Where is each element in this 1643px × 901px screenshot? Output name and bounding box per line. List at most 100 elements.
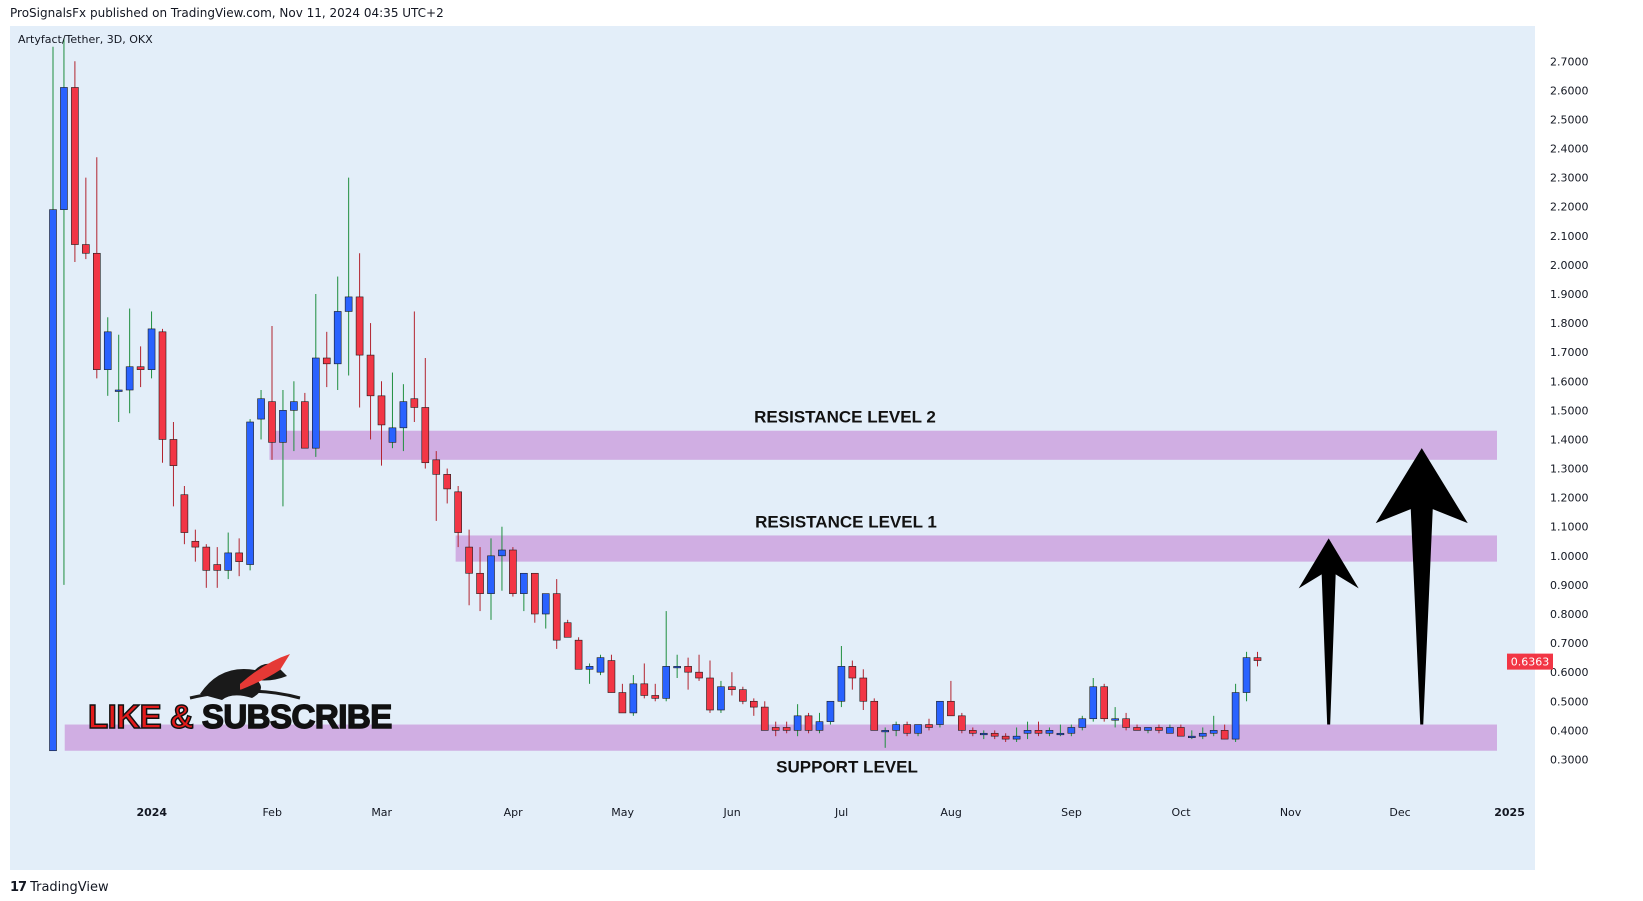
candle-body bbox=[246, 421, 254, 565]
candle-body bbox=[990, 732, 999, 737]
candle-body bbox=[848, 666, 857, 679]
candle-body bbox=[377, 395, 386, 426]
candle-body bbox=[1001, 735, 1010, 740]
candle-body bbox=[629, 683, 638, 714]
y-tick-label: 1.0000 bbox=[1550, 550, 1589, 563]
x-tick-label: Nov bbox=[1280, 806, 1302, 819]
y-tick-label: 2.1000 bbox=[1550, 230, 1589, 243]
candle-body bbox=[717, 686, 725, 711]
candle-body bbox=[103, 331, 112, 370]
y-tick-label: 2.0000 bbox=[1550, 259, 1589, 272]
candle-body bbox=[1045, 730, 1054, 734]
candle-body bbox=[202, 546, 211, 571]
candle-body bbox=[728, 686, 736, 690]
candle-body bbox=[640, 683, 649, 696]
x-tick-label: Mar bbox=[371, 806, 392, 819]
zone-label-0: RESISTANCE LEVEL 2 bbox=[754, 408, 936, 427]
candle-body bbox=[421, 407, 430, 464]
candle-body bbox=[870, 700, 879, 731]
candle-body bbox=[662, 666, 671, 699]
up-arrow-1 bbox=[1375, 448, 1468, 725]
candle-body bbox=[498, 549, 506, 557]
candle-body bbox=[476, 572, 484, 594]
candle-body bbox=[279, 410, 287, 443]
like-subscribe-text: LIKE & SUBSCRIBE bbox=[88, 698, 392, 735]
price-scale[interactable] bbox=[1535, 26, 1643, 870]
candle-body bbox=[257, 398, 265, 420]
candle-body bbox=[224, 552, 232, 571]
candle-body bbox=[541, 593, 550, 615]
x-tick-label: Jul bbox=[834, 806, 848, 819]
candle-body bbox=[235, 552, 243, 562]
y-tick-label: 0.9000 bbox=[1550, 579, 1589, 592]
candle-body bbox=[739, 689, 747, 702]
candle-body bbox=[432, 459, 441, 475]
candle-body bbox=[125, 366, 134, 391]
candle-body bbox=[979, 732, 988, 736]
x-tick-label: Aug bbox=[940, 806, 961, 819]
candle-body bbox=[618, 692, 627, 714]
candle-body bbox=[1133, 727, 1141, 731]
candle-body bbox=[673, 666, 681, 669]
x-tick-label: Jun bbox=[723, 806, 741, 819]
candle-body bbox=[1067, 727, 1076, 734]
tradingview-footer[interactable]: 17 TradingView bbox=[10, 880, 109, 895]
y-tick-label: 1.8000 bbox=[1550, 317, 1589, 330]
y-tick-label: 0.7000 bbox=[1550, 637, 1589, 650]
zone-2 bbox=[64, 724, 1498, 751]
up-arrow-0 bbox=[1298, 538, 1359, 725]
candle-body bbox=[71, 87, 79, 245]
x-tick-label: Feb bbox=[262, 806, 281, 819]
candle-body bbox=[1089, 686, 1098, 720]
candle-body bbox=[771, 727, 780, 731]
candle-body bbox=[684, 666, 692, 673]
y-tick-label: 1.4000 bbox=[1550, 433, 1589, 446]
candle-body bbox=[136, 366, 145, 370]
chart-area[interactable]: RESISTANCE LEVEL 2 RESISTANCE LEVEL 1 SUPP… bbox=[10, 26, 1643, 870]
publish-header: ProSignalsFx published on TradingView.co… bbox=[10, 6, 444, 20]
y-tick-label: 0.3000 bbox=[1550, 753, 1589, 766]
x-tick-label: Sep bbox=[1061, 806, 1082, 819]
candle-body bbox=[158, 331, 167, 440]
candle-body bbox=[749, 700, 758, 708]
candle-body bbox=[1177, 727, 1185, 737]
candle-body bbox=[1100, 686, 1108, 720]
candle-body bbox=[180, 494, 189, 533]
candle-body bbox=[607, 660, 616, 693]
candle-body bbox=[1144, 727, 1152, 731]
candle-body bbox=[60, 87, 68, 210]
y-tick-label: 1.5000 bbox=[1550, 404, 1589, 417]
candle-body bbox=[947, 700, 955, 717]
candle-body bbox=[355, 296, 364, 356]
candle-body bbox=[93, 252, 101, 370]
candlestick-chart[interactable]: RESISTANCE LEVEL 2 RESISTANCE LEVEL 1 SUPP… bbox=[10, 26, 1643, 870]
candle-body bbox=[1012, 735, 1021, 740]
y-tick-label: 0.5000 bbox=[1550, 695, 1589, 708]
candle-body bbox=[1209, 730, 1218, 734]
candle-body bbox=[344, 296, 353, 312]
candle-body bbox=[366, 354, 375, 397]
candle-body bbox=[82, 244, 90, 254]
candle-body bbox=[804, 715, 813, 731]
candle-body bbox=[695, 671, 703, 679]
candle-body bbox=[574, 639, 583, 670]
y-tick-label: 0.4000 bbox=[1550, 724, 1589, 737]
candle-body bbox=[487, 555, 495, 594]
zone-label-2: SUPPORT LEVEL bbox=[776, 758, 918, 777]
last-price-badge bbox=[1507, 653, 1553, 670]
candle-body bbox=[530, 572, 539, 615]
y-tick-label: 2.2000 bbox=[1550, 201, 1589, 214]
candle-body bbox=[958, 715, 966, 731]
y-tick-label: 1.3000 bbox=[1550, 463, 1589, 476]
candle-body bbox=[968, 730, 977, 734]
y-tick-label: 1.2000 bbox=[1550, 492, 1589, 505]
candle-body bbox=[114, 389, 123, 392]
zone-1 bbox=[455, 535, 1497, 562]
candle-body bbox=[859, 677, 868, 702]
zone-label-1: RESISTANCE LEVEL 1 bbox=[755, 512, 937, 531]
tradingview-brand: TradingView bbox=[30, 880, 109, 895]
candle-body bbox=[1078, 718, 1087, 728]
y-tick-label: 1.7000 bbox=[1550, 346, 1589, 359]
tradingview-logo-icon: 17 bbox=[10, 880, 27, 895]
candle-body bbox=[465, 546, 473, 574]
